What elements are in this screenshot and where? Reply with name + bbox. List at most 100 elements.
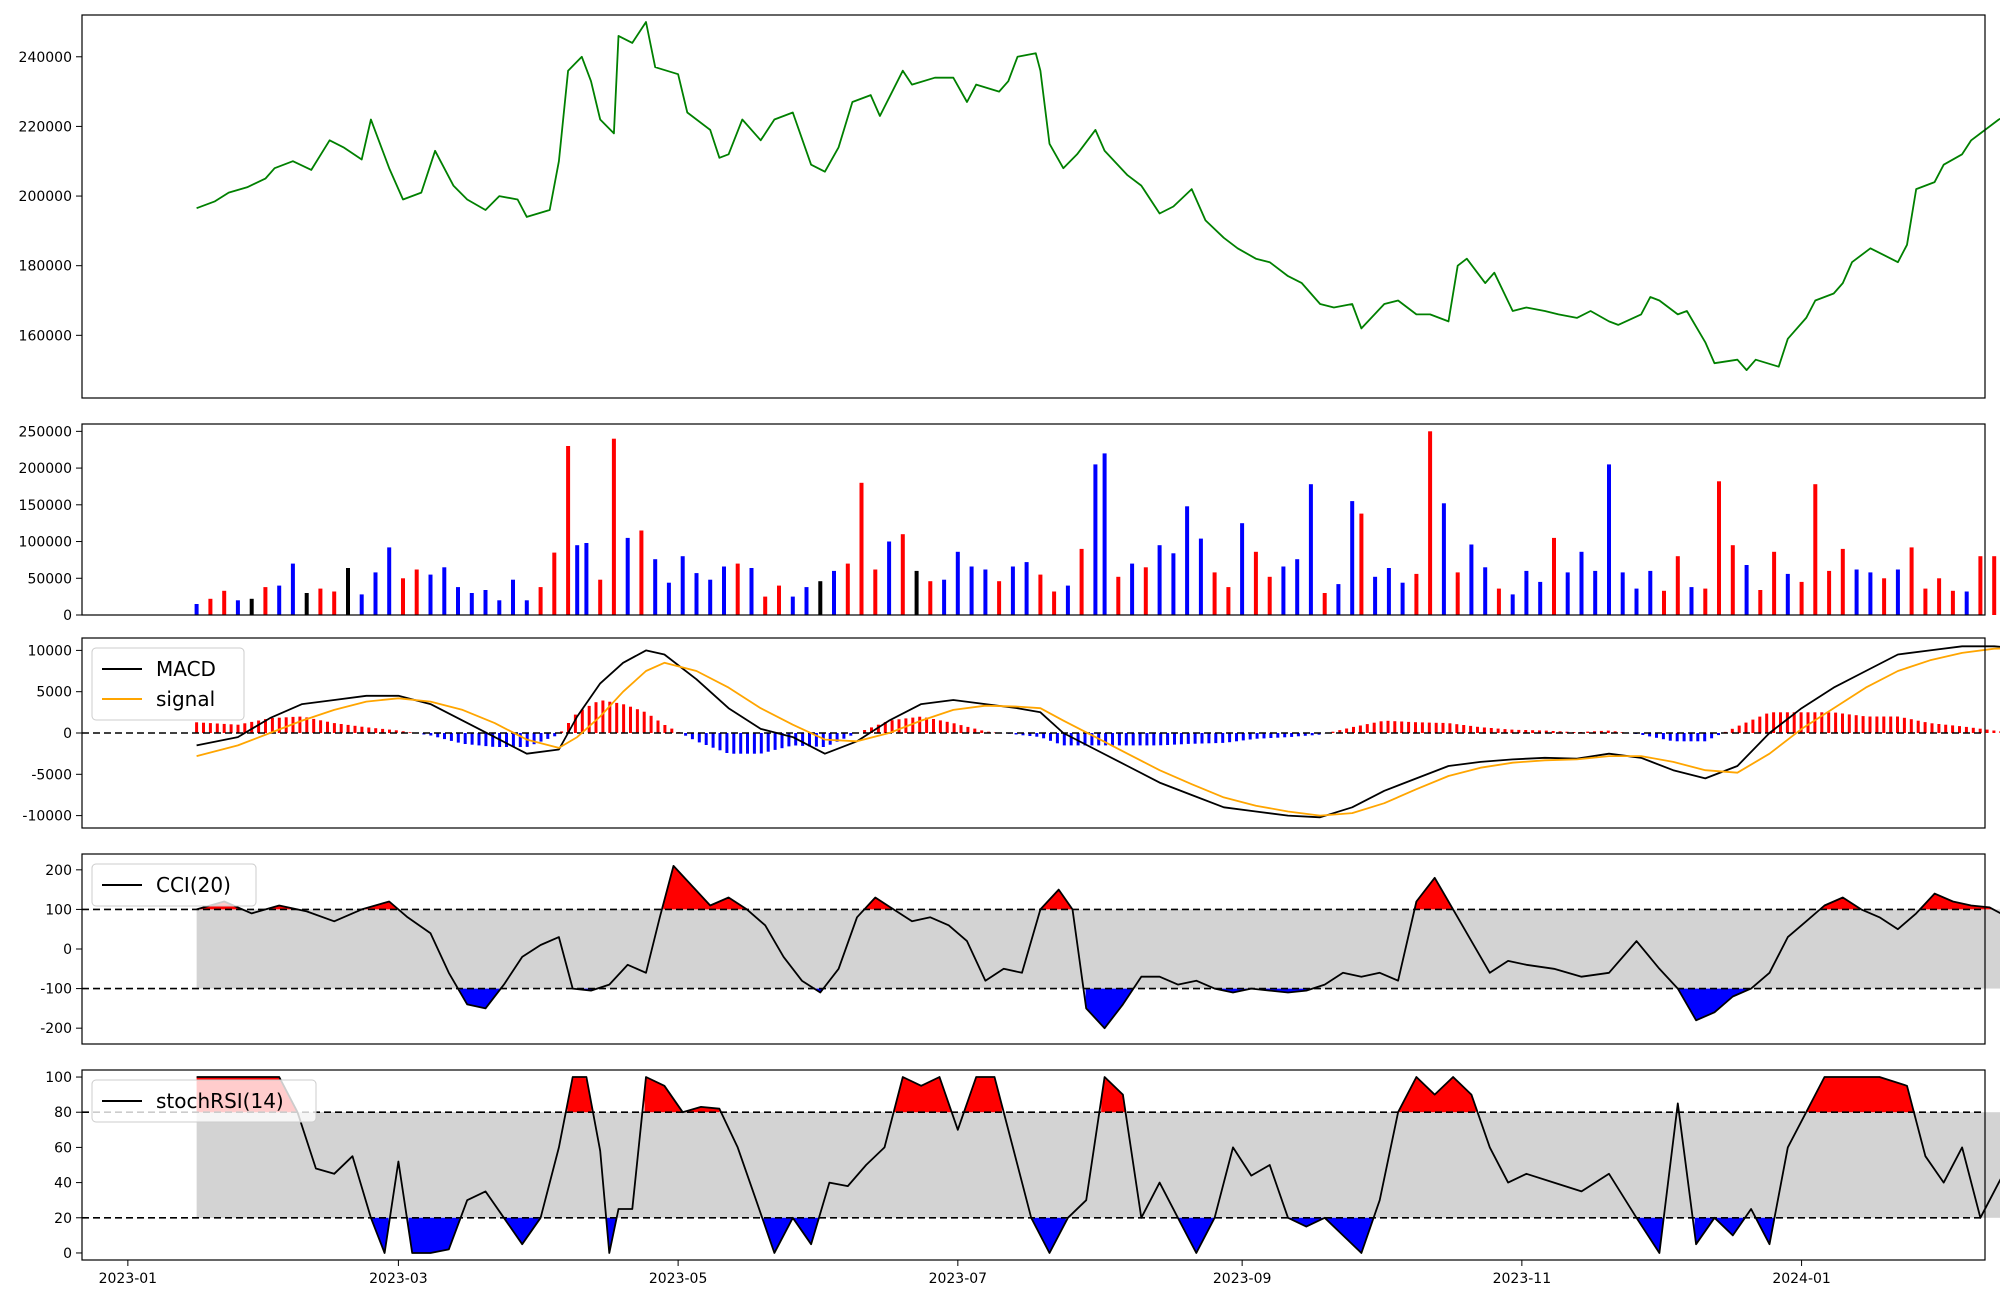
volume-bar [1635, 589, 1639, 615]
volume-bar [1199, 539, 1203, 615]
volume-bar [1456, 572, 1460, 615]
macd-histogram-bar [1813, 712, 1816, 733]
x-tick-label: 2024-01 [1772, 1271, 1831, 1287]
stochrsi-ytick-label: 60 [54, 1140, 72, 1156]
volume-bar [236, 600, 240, 615]
volume-bar [901, 534, 905, 615]
volume-bar [1703, 589, 1707, 615]
macd-histogram-bar [1531, 730, 1534, 733]
volume-ytick-label: 50000 [27, 571, 72, 587]
macd-histogram-bar [367, 728, 370, 734]
macd-histogram-bar [1173, 733, 1176, 745]
macd-histogram-bar [1132, 733, 1135, 745]
volume-bar [805, 587, 809, 615]
macd-histogram-bar [1139, 733, 1142, 745]
x-tick-label: 2023-07 [929, 1271, 988, 1287]
volume-bar [1158, 545, 1162, 615]
volume-bar [1813, 484, 1817, 615]
x-tick-label: 2023-11 [1493, 1271, 1552, 1287]
macd-histogram-bar [581, 710, 584, 733]
macd-histogram-bar [1834, 713, 1837, 733]
macd-histogram-bar [443, 733, 446, 739]
macd-histogram-bar [725, 733, 728, 753]
volume-bar [612, 439, 616, 615]
cci-ytick-label: 0 [63, 942, 72, 958]
macd-histogram-bar [1070, 733, 1073, 745]
macd-histogram-bar [1207, 733, 1210, 743]
macd-histogram-bar [1745, 723, 1748, 733]
volume-bar [1648, 571, 1652, 615]
macd-histogram-bar [1387, 721, 1390, 733]
price-ytick-label: 200000 [19, 189, 72, 205]
volume-bar [1373, 577, 1377, 615]
macd-histogram-bar [195, 722, 198, 733]
volume-bar [997, 581, 1001, 615]
macd-histogram-bar [1931, 723, 1934, 733]
macd-histogram-bar [1910, 719, 1913, 733]
macd-histogram-bar [657, 721, 660, 734]
volume-bar [1758, 590, 1762, 615]
macd-histogram-bar [333, 723, 336, 733]
volume-bar [1800, 582, 1804, 615]
macd-histogram-bar [1352, 727, 1355, 733]
volume-bar [1226, 587, 1230, 615]
macd-histogram-bar [1696, 733, 1699, 741]
volume-bar [1868, 572, 1872, 615]
macd-histogram-bar [1311, 733, 1314, 735]
volume-bar [763, 597, 767, 615]
macd-histogram-bar [340, 724, 343, 733]
macd-histogram-bar [1869, 717, 1872, 734]
macd-histogram-bar [1373, 723, 1376, 733]
macd-histogram-bar [1393, 721, 1396, 733]
macd-histogram-bar [285, 717, 288, 733]
volume-bar [1923, 589, 1927, 615]
volume-bar [1731, 545, 1735, 615]
macd-histogram-bar [601, 701, 604, 734]
volume-bar [1910, 547, 1914, 615]
macd-histogram-bar [230, 724, 233, 733]
cci-oversold-fill [1086, 989, 1132, 1027]
macd-histogram-bar [1751, 720, 1754, 733]
macd-histogram-bar [1145, 733, 1148, 745]
volume-ytick-label: 200000 [19, 461, 72, 477]
macd-histogram-bar [298, 717, 301, 733]
volume-bar [887, 542, 891, 616]
macd-histogram-bar [849, 733, 852, 736]
volume-bar [928, 581, 932, 615]
macd-histogram-bar [966, 727, 969, 733]
volume-bar [1607, 464, 1611, 615]
stochrsi-ytick-label: 80 [54, 1105, 72, 1121]
macd-histogram-bar [739, 733, 742, 754]
volume-bar [575, 545, 579, 615]
macd-histogram-bar [237, 725, 240, 733]
macd-histogram-bar [1944, 725, 1947, 733]
volume-axes-frame [82, 424, 1985, 615]
volume-bar [1295, 559, 1299, 615]
volume-bar [250, 599, 254, 615]
macd-histogram-bar [1159, 733, 1162, 745]
stochrsi-oversold-fill [1178, 1218, 1213, 1253]
volume-bar [1185, 506, 1189, 615]
volume-bar [598, 580, 602, 615]
macd-histogram-bar [650, 716, 653, 733]
stochrsi-ytick-label: 20 [54, 1211, 72, 1227]
volume-bar [970, 567, 974, 616]
volume-bar [1052, 592, 1056, 616]
volume-ytick-label: 250000 [19, 424, 72, 440]
macd-histogram-bar [829, 733, 832, 745]
volume-bar [387, 547, 391, 615]
macd-histogram-bar [1882, 717, 1885, 734]
volume-ytick-label: 0 [63, 608, 72, 624]
macd-histogram-bar [753, 733, 756, 754]
price-ytick-label: 220000 [19, 119, 72, 135]
volume-bar [791, 597, 795, 615]
volume-bar [1350, 501, 1354, 615]
volume-ytick-label: 100000 [19, 535, 72, 551]
volume-bar [429, 575, 433, 615]
volume-bar [1080, 549, 1084, 615]
macd-histogram-bar [898, 719, 901, 733]
macd-ytick-label: 0 [63, 726, 72, 742]
